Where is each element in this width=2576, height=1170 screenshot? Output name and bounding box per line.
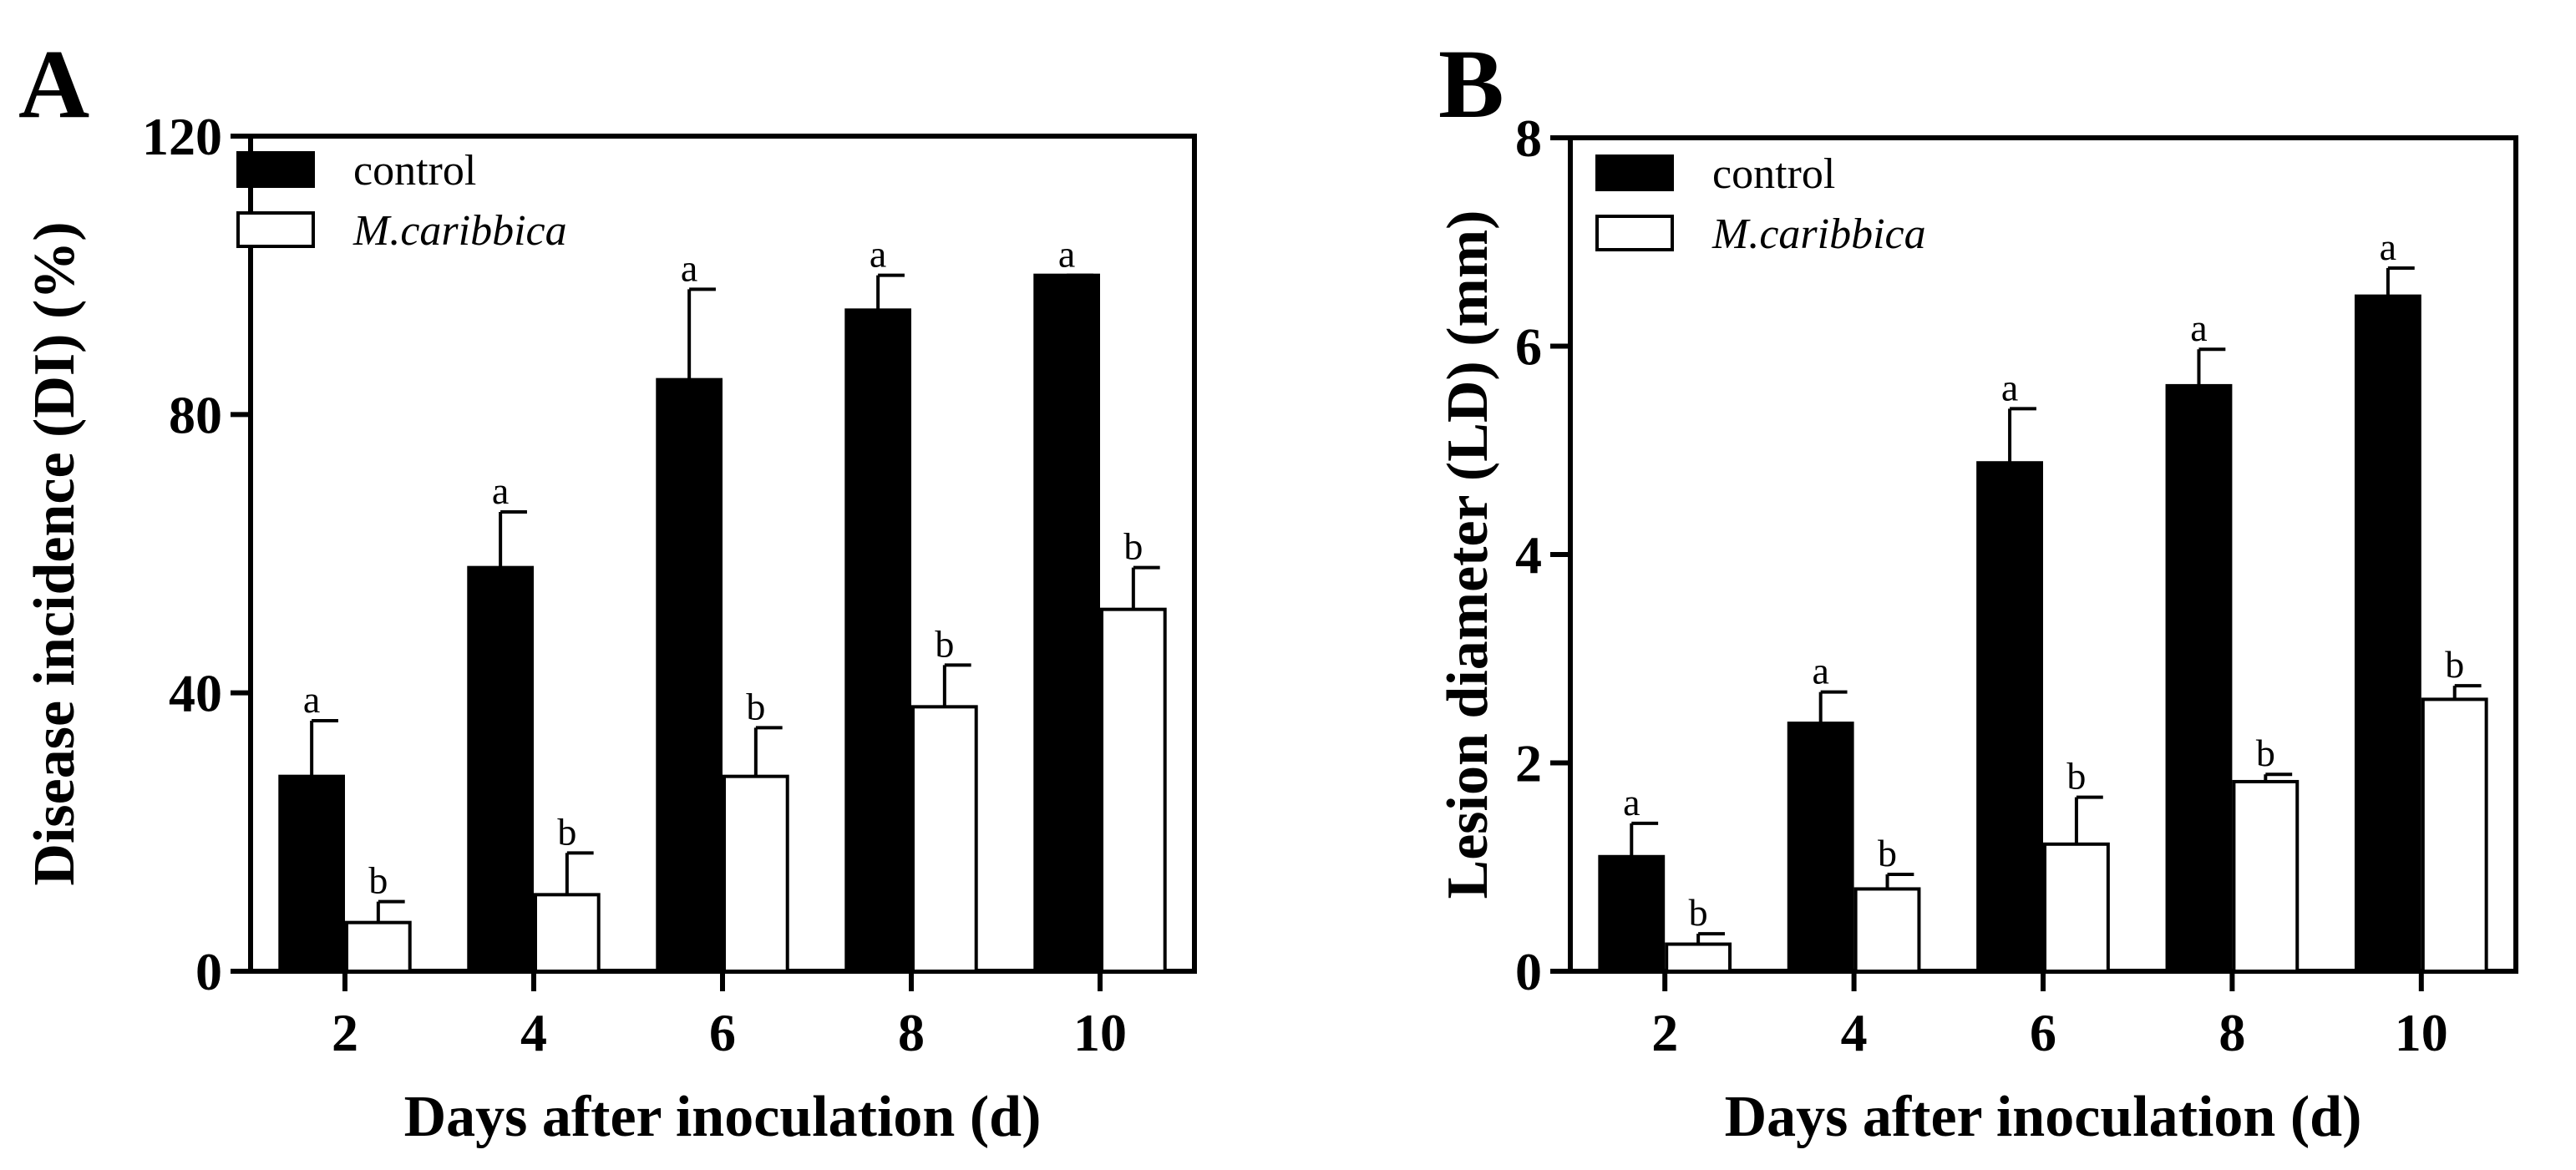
legend-label-treatment: M.caribbica: [352, 207, 567, 255]
y-tick-label: 2: [1515, 734, 1542, 793]
bar-control: [844, 308, 911, 974]
bar-treatment: [2421, 697, 2488, 974]
significance-letter: a: [1058, 233, 1075, 276]
legend-label-treatment: M.caribbica: [1711, 210, 1926, 258]
panel-a: A 0 40 80 120 2 a b 4 a b 6 a b 8 a b 10 a b Days after inoc…: [18, 29, 1197, 1149]
x-tick-label: 10: [1073, 1003, 1127, 1062]
panel-b: B 0 2 4 6 8 2 a b 4 a b 6 a b 8 a b 10 a b Days after inocula…: [1436, 29, 2518, 1149]
legend-swatch-control: [1595, 154, 1674, 191]
y-axis-title: Lesion diameter (LD) (mm): [1436, 210, 1500, 899]
bar-treatment: [1665, 942, 1732, 973]
panel-label: A: [18, 29, 89, 139]
x-tick-label: 8: [898, 1003, 925, 1062]
bar-control: [1033, 273, 1101, 973]
significance-letter: b: [746, 685, 765, 727]
y-tick-label: 40: [169, 664, 222, 723]
legend-label-control: control: [353, 147, 476, 195]
significance-letter: a: [1812, 650, 1828, 692]
bar-treatment: [2043, 842, 2110, 973]
x-tick-label: 8: [2219, 1003, 2245, 1062]
x-tick-label: 4: [520, 1003, 547, 1062]
legend-swatch-control: [236, 151, 315, 188]
significance-letter: b: [368, 859, 388, 902]
legend-swatch-treatment: [236, 211, 315, 248]
x-tick-label: 6: [709, 1003, 736, 1062]
y-axis-title: Disease incidence (DI) (%): [23, 221, 87, 885]
bar-control: [1598, 854, 1666, 974]
bar-control: [1787, 722, 1854, 973]
y-tick-label: 6: [1515, 317, 1542, 377]
significance-letter: b: [2066, 755, 2086, 798]
significance-letter: a: [2190, 306, 2207, 349]
x-axis-title: Days after inoculation (d): [404, 1085, 1042, 1149]
bar-control: [2354, 294, 2421, 973]
significance-letter: b: [557, 810, 576, 853]
y-tick-label: 120: [142, 107, 222, 166]
bar-treatment: [2232, 779, 2300, 974]
bar-control: [1976, 461, 2044, 973]
bar-treatment: [723, 774, 789, 974]
significance-letter: a: [303, 678, 320, 721]
bar-control: [278, 774, 346, 974]
x-tick-label: 2: [1651, 1003, 1678, 1062]
y-tick-label: 8: [1515, 109, 1542, 168]
legend-label-control: control: [1712, 150, 1835, 198]
y-tick-label: 0: [1515, 942, 1542, 1001]
significance-letter: a: [2001, 366, 2018, 408]
significance-letter: a: [870, 233, 886, 276]
bar-treatment: [911, 705, 978, 973]
significance-letter: b: [1689, 891, 1708, 934]
significance-letter: b: [2256, 732, 2275, 774]
bar-control: [656, 377, 723, 973]
x-tick-label: 4: [1841, 1003, 1868, 1062]
significance-letter: a: [2380, 225, 2396, 268]
bar-treatment: [345, 920, 412, 973]
significance-letter: b: [1123, 525, 1143, 568]
y-tick-label: 4: [1515, 525, 1542, 585]
bar-treatment: [1100, 607, 1167, 974]
y-tick-label: 0: [195, 942, 222, 1001]
panel-label: B: [1438, 29, 1504, 139]
significance-letter: a: [492, 469, 509, 512]
bar-treatment: [534, 893, 601, 974]
x-axis-title: Days after inoculation (d): [1725, 1085, 2362, 1149]
x-tick-label: 2: [332, 1003, 358, 1062]
y-tick-label: 80: [169, 385, 222, 444]
legend-swatch-treatment: [1595, 215, 1674, 251]
significance-letter: b: [935, 622, 954, 665]
x-tick-label: 10: [2395, 1003, 2448, 1062]
significance-letter: a: [1623, 781, 1640, 823]
bar-control: [467, 565, 534, 974]
x-tick-label: 6: [2030, 1003, 2056, 1062]
significance-letter: b: [2445, 643, 2464, 686]
significance-letter: b: [1878, 832, 1897, 874]
significance-letter: a: [681, 246, 697, 289]
bar-control: [2165, 383, 2233, 973]
bar-treatment: [1853, 887, 1921, 974]
